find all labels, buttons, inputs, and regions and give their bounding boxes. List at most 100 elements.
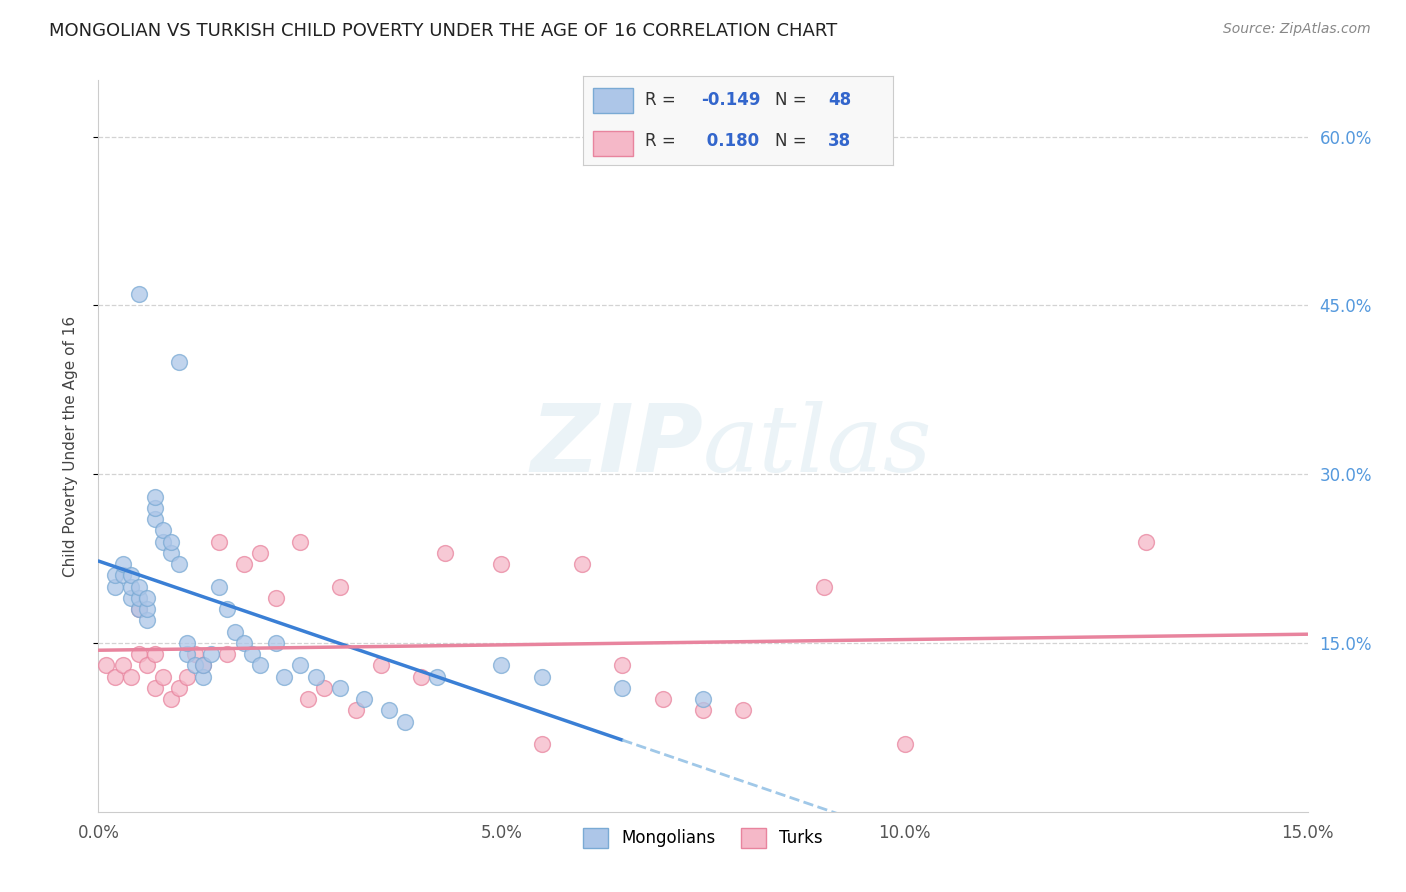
Point	[152, 524, 174, 538]
Text: 48: 48	[828, 91, 851, 109]
Point	[111, 568, 134, 582]
Point	[96, 658, 118, 673]
Point	[143, 490, 166, 504]
Point	[120, 591, 142, 605]
Point	[167, 557, 190, 571]
Text: Source: ZipAtlas.com: Source: ZipAtlas.com	[1223, 22, 1371, 37]
Point	[143, 512, 166, 526]
Point	[135, 658, 157, 673]
Point	[329, 681, 352, 695]
Point	[264, 636, 287, 650]
Legend: Mongolians, Turks: Mongolians, Turks	[576, 821, 830, 855]
Point	[193, 658, 215, 673]
Text: N =: N =	[775, 91, 813, 109]
Point	[128, 602, 150, 616]
Point	[160, 534, 183, 549]
Point	[120, 670, 142, 684]
Point	[249, 546, 271, 560]
Point	[135, 591, 157, 605]
Text: 0.180: 0.180	[702, 132, 759, 150]
Point	[184, 647, 207, 661]
Text: ZIP: ZIP	[530, 400, 703, 492]
Point	[377, 703, 399, 717]
Point	[208, 534, 231, 549]
Point	[128, 602, 150, 616]
Point	[120, 568, 142, 582]
Point	[224, 624, 246, 639]
Point	[143, 681, 166, 695]
Point	[893, 737, 915, 751]
Text: -0.149: -0.149	[702, 91, 761, 109]
Point	[128, 287, 150, 301]
Text: atlas: atlas	[703, 401, 932, 491]
Point	[344, 703, 367, 717]
Point	[217, 647, 239, 661]
Point	[208, 580, 231, 594]
Point	[370, 658, 392, 673]
Point	[176, 636, 198, 650]
Point	[143, 647, 166, 661]
Point	[111, 658, 134, 673]
Point	[409, 670, 432, 684]
Point	[571, 557, 593, 571]
Point	[167, 354, 190, 368]
Point	[314, 681, 336, 695]
Point	[288, 534, 311, 549]
Point	[160, 546, 183, 560]
Point	[128, 580, 150, 594]
Point	[288, 658, 311, 673]
Point	[651, 692, 673, 706]
Point	[217, 602, 239, 616]
Point	[612, 658, 634, 673]
Point	[176, 647, 198, 661]
Point	[193, 658, 215, 673]
Y-axis label: Child Poverty Under the Age of 16: Child Poverty Under the Age of 16	[63, 316, 77, 576]
Point	[240, 647, 263, 661]
Point	[176, 670, 198, 684]
Point	[813, 580, 835, 594]
Point	[329, 580, 352, 594]
Text: R =: R =	[645, 91, 682, 109]
Point	[612, 681, 634, 695]
Point	[193, 670, 215, 684]
Text: R =: R =	[645, 132, 682, 150]
Point	[128, 647, 150, 661]
FancyBboxPatch shape	[593, 88, 633, 113]
Point	[200, 647, 222, 661]
Point	[264, 591, 287, 605]
Point	[103, 670, 125, 684]
Point	[692, 703, 714, 717]
Point	[232, 636, 254, 650]
Point	[103, 568, 125, 582]
Point	[530, 670, 553, 684]
Point	[184, 658, 207, 673]
Point	[120, 580, 142, 594]
Point	[426, 670, 449, 684]
Text: 38: 38	[828, 132, 851, 150]
Point	[491, 658, 513, 673]
Point	[167, 681, 190, 695]
Point	[434, 546, 457, 560]
Point	[491, 557, 513, 571]
Point	[135, 614, 157, 628]
Point	[692, 692, 714, 706]
Point	[160, 692, 183, 706]
Text: N =: N =	[775, 132, 813, 150]
Point	[128, 591, 150, 605]
Point	[152, 670, 174, 684]
Point	[305, 670, 328, 684]
Point	[394, 714, 416, 729]
Point	[135, 602, 157, 616]
Point	[353, 692, 375, 706]
Point	[273, 670, 295, 684]
FancyBboxPatch shape	[593, 131, 633, 156]
Point	[111, 557, 134, 571]
Point	[733, 703, 755, 717]
Point	[152, 534, 174, 549]
Point	[249, 658, 271, 673]
Point	[530, 737, 553, 751]
Point	[103, 580, 125, 594]
Point	[1135, 534, 1157, 549]
Point	[297, 692, 319, 706]
Point	[232, 557, 254, 571]
